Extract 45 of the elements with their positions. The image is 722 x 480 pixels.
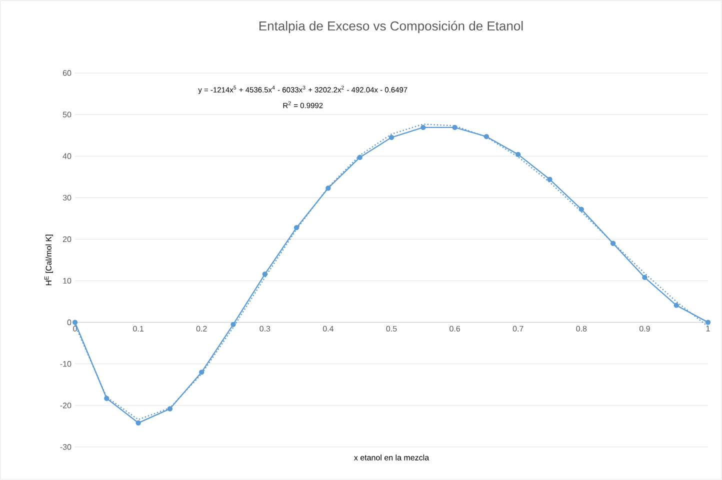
x-tick-label: 0 bbox=[73, 326, 77, 332]
y-tick-label: 10 bbox=[63, 278, 72, 284]
chart-title: Entalpia de Exceso vs Composición de Etanol bbox=[259, 20, 523, 34]
x-tick-label: 0.7 bbox=[512, 326, 524, 332]
y-tick-label: 60 bbox=[62, 70, 72, 76]
y-axis-title: H$^{E}$ [Cal/mol K] bbox=[44, 234, 54, 286]
point bbox=[72, 320, 78, 325]
point bbox=[136, 420, 141, 426]
point bbox=[104, 396, 110, 401]
point bbox=[547, 176, 552, 182]
y-tick-label: -30 bbox=[60, 444, 72, 450]
point bbox=[516, 152, 521, 158]
y-tick-label: -20 bbox=[60, 402, 72, 408]
x-tick-label: 0.4 bbox=[322, 326, 334, 332]
x-tick-label: 1 bbox=[706, 326, 710, 332]
point bbox=[294, 224, 300, 230]
x-tick-label: 0.9 bbox=[639, 326, 650, 332]
point bbox=[420, 124, 426, 130]
point bbox=[388, 134, 394, 140]
y-tick-label: 50 bbox=[62, 112, 72, 118]
point bbox=[262, 272, 268, 277]
point bbox=[230, 322, 236, 328]
point bbox=[578, 206, 584, 212]
y-tick-label: 40 bbox=[62, 153, 72, 159]
y-tick-label: 0 bbox=[67, 320, 72, 326]
point bbox=[167, 406, 173, 412]
x-tick-label: 0.8 bbox=[576, 326, 587, 332]
x-axis-title: x etanol en la mezcla bbox=[354, 454, 430, 460]
point bbox=[452, 124, 458, 130]
y-tick-label: -10 bbox=[60, 361, 72, 367]
point bbox=[674, 302, 679, 308]
x-tick-label: 0.5 bbox=[386, 326, 397, 332]
x-tick-label: 0.1 bbox=[133, 326, 144, 332]
point bbox=[484, 134, 490, 140]
point bbox=[705, 320, 711, 325]
point bbox=[610, 240, 616, 246]
point bbox=[642, 274, 648, 280]
y-tick-label: 30 bbox=[62, 194, 72, 201]
y-tick-label: 20 bbox=[62, 236, 72, 242]
x-tick-label: 0.6 bbox=[450, 326, 460, 332]
point bbox=[326, 186, 331, 191]
point bbox=[357, 154, 362, 160]
x-tick-label: 0.2 bbox=[196, 326, 207, 332]
point bbox=[199, 370, 204, 375]
x-tick-label: 0.3 bbox=[260, 326, 270, 332]
